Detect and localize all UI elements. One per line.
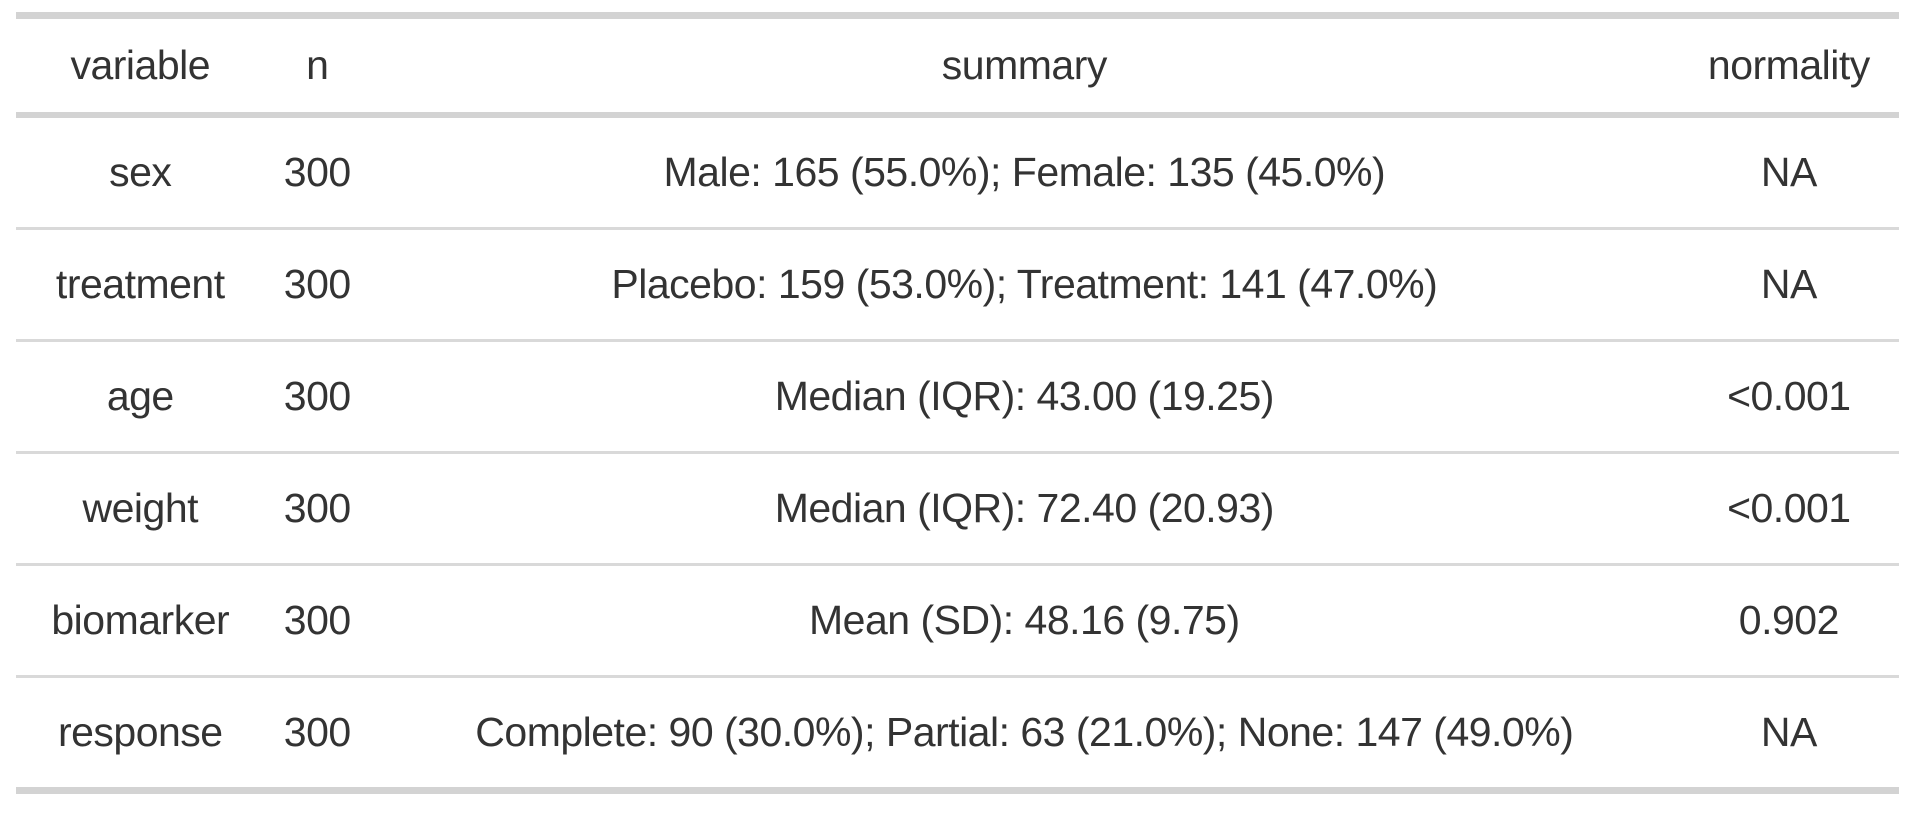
cell-variable: sex — [16, 115, 265, 230]
column-header-n: n — [264, 15, 370, 118]
cell-n: 300 — [264, 564, 370, 678]
cell-summary: Median (IQR): 43.00 (19.25) — [369, 340, 1679, 454]
cell-summary: Median (IQR): 72.40 (20.93) — [369, 452, 1679, 566]
summary-statistics-table: variable n summary normality sex 300 Mal… — [16, 12, 1899, 794]
cell-variable: treatment — [16, 228, 265, 342]
cell-variable: response — [57, 709, 223, 755]
cell-normality: NA — [1760, 709, 1817, 755]
column-header-normality: normality — [1678, 15, 1899, 118]
cell-n: 300 — [264, 115, 370, 230]
header-row: variable n summary normality — [16, 15, 1899, 118]
cell-normality: NA — [1678, 115, 1899, 230]
table-row: response 300 Complete: 90 (30.0%); Parti… — [16, 677, 1899, 791]
cell-variable: weight — [16, 452, 265, 566]
cell-n: 300 — [264, 452, 370, 566]
table-row: sex 300 Male: 165 (55.0%); Female: 135 (… — [16, 115, 1899, 230]
cell-summary: Placebo: 159 (53.0%); Treatment: 141 (47… — [369, 228, 1679, 342]
cell-normality: <0.001 — [1678, 340, 1899, 454]
column-header-variable: variable — [16, 15, 265, 118]
cell-normality: <0.001 — [1678, 452, 1899, 566]
cell-variable: age — [16, 340, 265, 454]
table-body: sex 300 Male: 165 (55.0%); Female: 135 (… — [16, 115, 1899, 791]
cell-n: 300 — [283, 709, 351, 755]
cell-summary: Male: 165 (55.0%); Female: 135 (45.0%) — [369, 115, 1679, 230]
table-row: age 300 Median (IQR): 43.00 (19.25) <0.0… — [16, 340, 1899, 454]
cell-variable: biomarker — [16, 564, 265, 678]
cell-n: 300 — [264, 340, 370, 454]
cell-summary: Complete: 90 (30.0%); Partial: 63 (21.0%… — [475, 709, 1574, 755]
cell-normality: 0.902 — [1678, 564, 1899, 678]
table-header: variable n summary normality — [16, 15, 1899, 118]
column-header-summary: summary — [369, 15, 1679, 118]
table-row: treatment 300 Placebo: 159 (53.0%); Trea… — [16, 228, 1899, 342]
cell-normality: NA — [1678, 228, 1899, 342]
cell-n: 300 — [264, 228, 370, 342]
cell-summary: Mean (SD): 48.16 (9.75) — [369, 564, 1679, 678]
table-row: weight 300 Median (IQR): 72.40 (20.93) <… — [16, 452, 1899, 566]
table-row: biomarker 300 Mean (SD): 48.16 (9.75) 0.… — [16, 564, 1899, 678]
